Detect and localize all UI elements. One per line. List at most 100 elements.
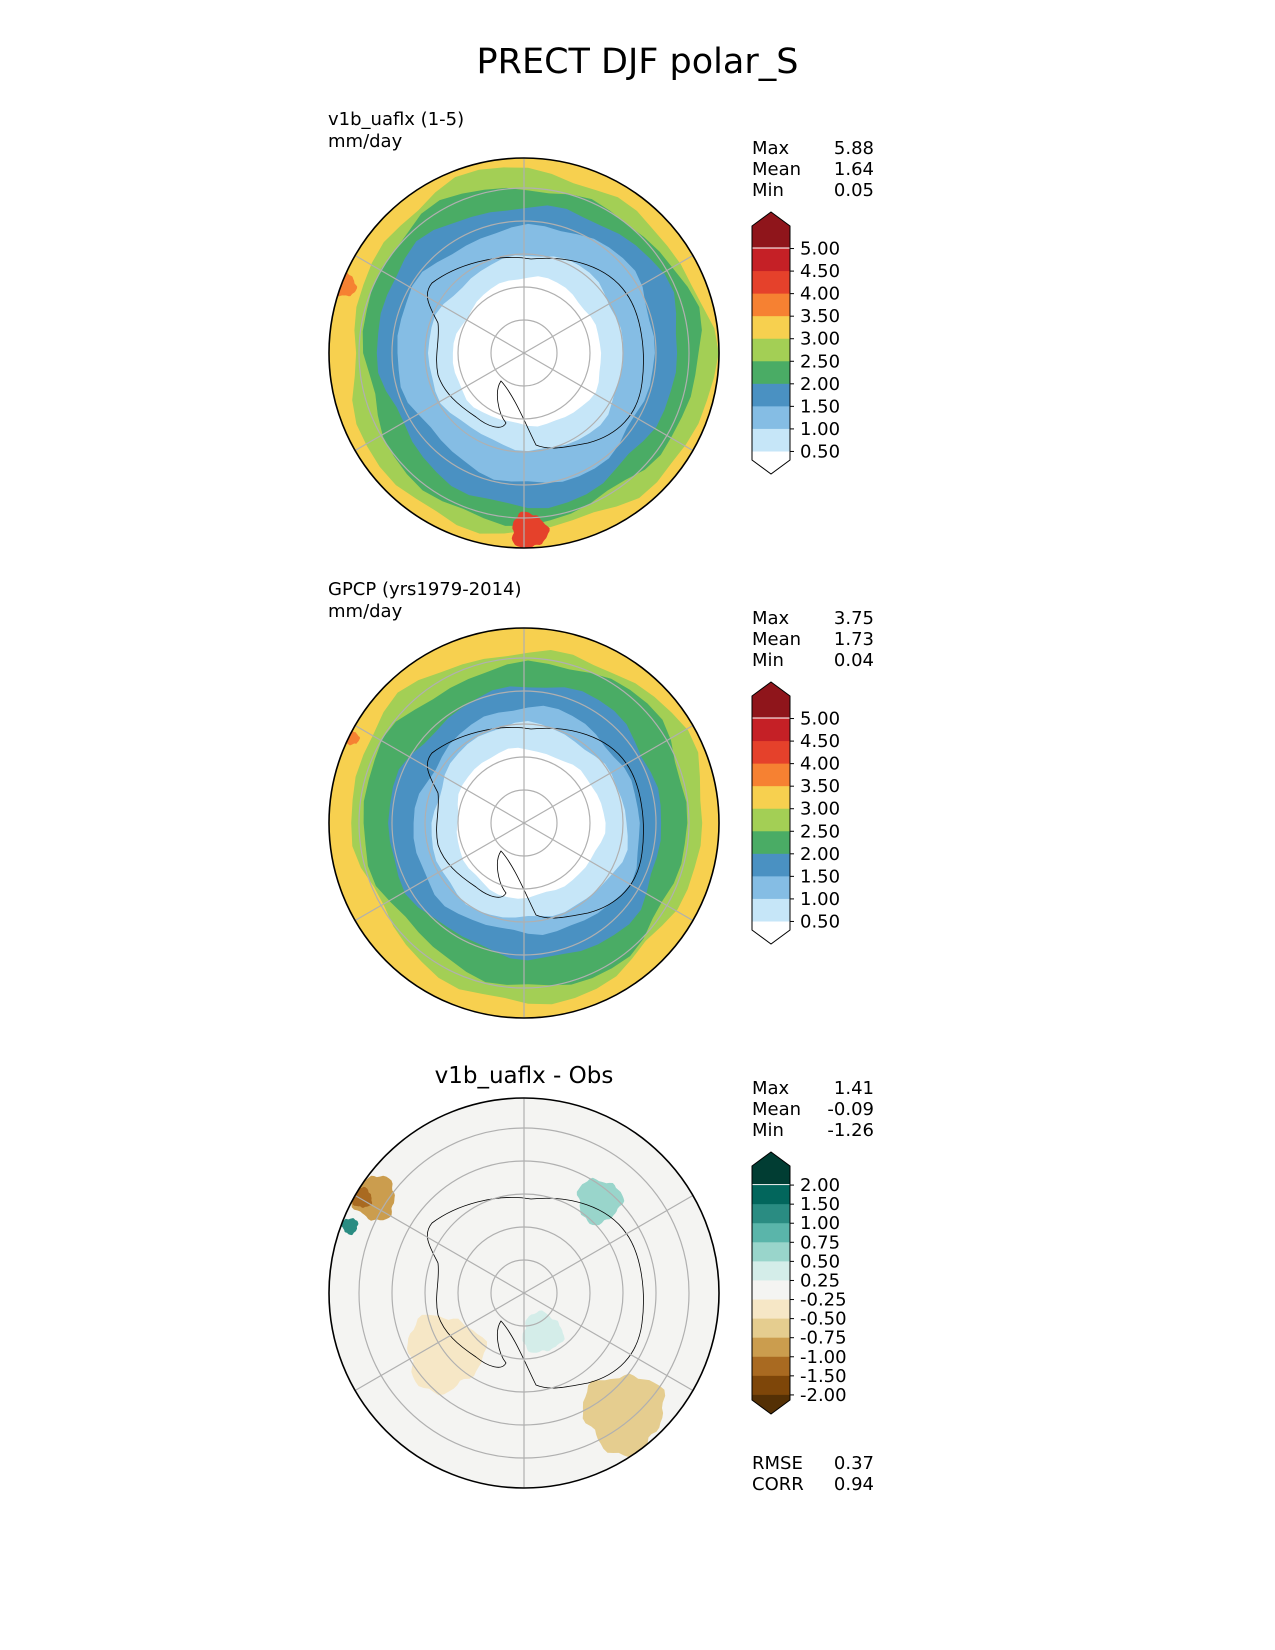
- colorbar-tick-label: -1.00: [800, 1347, 847, 1368]
- colorbar-tick-label: 3.00: [800, 329, 840, 350]
- colorbar-swatch: [752, 1280, 790, 1301]
- meridian-line: [354, 352, 525, 452]
- colorbar-swatch: [752, 293, 790, 317]
- colorbar-tick-label: -2.00: [800, 1385, 847, 1406]
- stat-max-value: 5.88: [833, 138, 874, 159]
- colorbar-tick-label: 2.50: [800, 821, 840, 842]
- colorbar-swatch: [752, 718, 790, 742]
- colorbar-swatch: [752, 1223, 790, 1243]
- panel-1-name: v1b_uaflx (1-5): [328, 109, 465, 130]
- colorbar-swatch: [752, 1152, 790, 1185]
- stat-max-label: Max: [752, 138, 790, 159]
- colorbar-swatch: [752, 763, 790, 787]
- colorbar-tick-label: 5.00: [800, 709, 840, 730]
- colorbar-swatch: [752, 248, 790, 272]
- colorbar-outline: [751, 681, 791, 945]
- contour-band: [582, 1373, 666, 1458]
- colorbar-tick-label: 4.50: [800, 261, 840, 282]
- colorbar-swatch: [752, 682, 790, 718]
- corr-label: CORR: [752, 1474, 804, 1495]
- stat-max-label: Max: [752, 608, 790, 629]
- colorbar-tick-label: 0.50: [800, 911, 840, 932]
- panel-2-stats: Max 3.75 Mean 1.73 Min 0.04: [752, 608, 874, 674]
- colorbar-tick-label: 3.50: [800, 776, 840, 797]
- colorbar-tick-label: -1.50: [800, 1366, 847, 1387]
- colorbar-tick-label: -0.25: [800, 1290, 847, 1311]
- colorbar-swatch: [752, 406, 790, 430]
- colorbar-outline: [751, 211, 791, 475]
- contour-band: [511, 511, 550, 548]
- stat-mean-label: Mean: [752, 1099, 802, 1120]
- colorbar-swatch: [752, 741, 790, 765]
- panel-2-polar-map: [328, 627, 720, 1019]
- stat-max-value: 3.75: [833, 608, 874, 629]
- contour-band: [522, 1310, 565, 1353]
- stat-min-label: Min: [752, 1120, 784, 1141]
- panel-1-polar-map: [328, 157, 720, 549]
- colorbar-tick-label: 4.00: [800, 284, 840, 305]
- colorbar-tick-label: 1.00: [800, 1213, 840, 1234]
- colorbar-swatch: [752, 428, 790, 453]
- stat-min-value: 0.05: [833, 180, 874, 201]
- colorbar-swatch: [752, 361, 790, 385]
- colorbar-tick-label: 0.25: [800, 1270, 840, 1291]
- colorbar-swatch: [752, 898, 790, 923]
- meridian-line: [523, 1194, 694, 1294]
- corr-value: 0.94: [833, 1474, 874, 1495]
- colorbar-swatch: [752, 451, 790, 474]
- stat-mean-value: 1.64: [833, 159, 874, 180]
- colorbar-swatch: [752, 271, 790, 295]
- panel-3-stats: Max 1.41 Mean -0.09 Min -1.26: [752, 1078, 874, 1144]
- colorbar-swatch: [752, 853, 790, 877]
- stat-mean-label: Mean: [752, 159, 802, 180]
- colorbar-tick-label: 4.50: [800, 731, 840, 752]
- meridian-line: [523, 254, 694, 354]
- colorbar-tick-label: 1.50: [800, 396, 840, 417]
- contour-band: [456, 747, 606, 899]
- colorbar-tick-label: 1.50: [800, 866, 840, 887]
- colorbar-swatch: [752, 1242, 790, 1262]
- panel-2-units: mm/day: [328, 601, 403, 622]
- colorbar-swatch: [752, 808, 790, 832]
- colorbar-tick-label: 3.00: [800, 799, 840, 820]
- panel-3-polar-map: [328, 1097, 720, 1489]
- contour-band: [340, 1218, 359, 1236]
- meridian-line: [354, 724, 525, 824]
- colorbar-swatch: [752, 1318, 790, 1339]
- meridian-line: [354, 254, 525, 354]
- colorbar-tick-label: 3.50: [800, 306, 840, 327]
- panel-2-colorbar: 5.004.504.003.503.002.502.001.501.000.50: [751, 681, 840, 945]
- meridian-line: [523, 724, 694, 824]
- colorbar-tick-label: 0.50: [800, 1251, 840, 1272]
- colorbar-tick-label: 2.00: [800, 374, 840, 395]
- colorbar-outline: [751, 1151, 791, 1415]
- stat-mean-label: Mean: [752, 629, 802, 650]
- colorbar-swatch: [752, 831, 790, 855]
- map-boundary: [328, 627, 720, 1019]
- colorbar-swatch: [752, 1185, 790, 1205]
- colorbar-swatch: [752, 1375, 790, 1396]
- stat-mean-value: -0.09: [827, 1099, 874, 1120]
- panel-3-metrics: RMSE 0.37 CORR 0.94: [752, 1453, 874, 1497]
- colorbar-tick-label: 0.50: [800, 441, 840, 462]
- panel-3-title: v1b_uaflx - Obs: [434, 1063, 614, 1089]
- meridian-line: [354, 822, 525, 922]
- colorbar-swatch: [752, 1204, 790, 1224]
- map-boundary: [328, 1097, 720, 1489]
- stat-min-label: Min: [752, 650, 784, 671]
- contour-band: [576, 1177, 625, 1226]
- colorbar-swatch: [752, 1394, 790, 1414]
- panel-2-name: GPCP (yrs1979-2014): [328, 579, 522, 600]
- colorbar-swatch: [752, 316, 790, 340]
- coastline: [426, 1197, 644, 1389]
- colorbar-swatch: [752, 1356, 790, 1377]
- colorbar-swatch: [752, 876, 790, 900]
- colorbar-swatch: [752, 1299, 790, 1320]
- colorbar-tick-label: 2.00: [800, 844, 840, 865]
- colorbar-swatch: [752, 1261, 790, 1282]
- stat-min-label: Min: [752, 180, 784, 201]
- colorbar-tick-label: -0.75: [800, 1328, 847, 1349]
- meridian-line: [354, 1292, 525, 1392]
- panel-3-colorbar: 2.001.501.000.750.500.25-0.25-0.50-0.75-…: [751, 1151, 847, 1415]
- colorbar-tick-label: 2.00: [800, 1175, 840, 1196]
